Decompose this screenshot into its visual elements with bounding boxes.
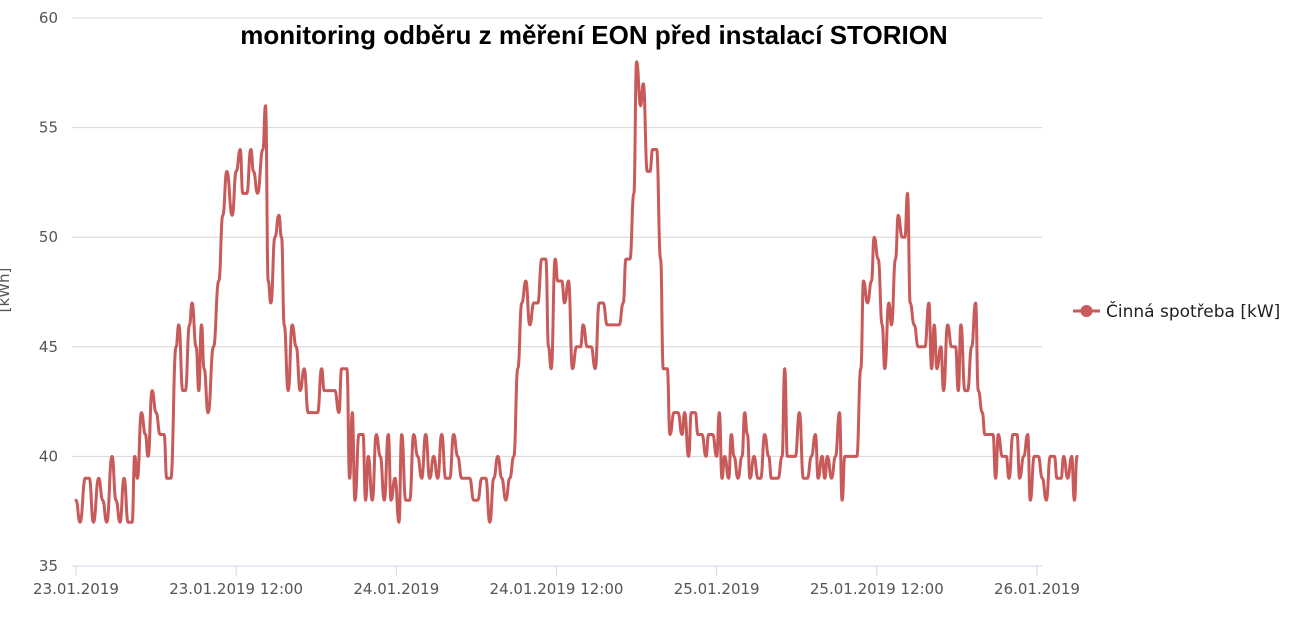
legend[interactable]: Činná spotřeba [kW]: [1073, 300, 1280, 322]
x-tick-label: 26.01.2019: [994, 580, 1080, 598]
series-layer: [74, 60, 1079, 524]
x-tick-label: 23.01.2019: [33, 580, 119, 598]
legend-label: Činná spotřeba [kW]: [1106, 300, 1280, 322]
y-tick-label: 60: [39, 9, 58, 27]
y-axis-label: [kWh]: [0, 268, 13, 313]
y-axis-ticks: 35 40 45 50 55 60: [39, 9, 58, 575]
y-tick-label: 45: [39, 338, 58, 356]
chart-title: monitoring odběru z měření EON před inst…: [240, 20, 947, 50]
x-axis: 23.01.2019 23.01.2019 12:00 24.01.2019 24.0…: [33, 565, 1080, 598]
y-tick-label: 35: [39, 557, 58, 575]
legend-marker-icon: [1080, 305, 1093, 317]
x-tick-label: 25.01.2019 12:00: [810, 580, 944, 598]
y-tick-label: 50: [39, 228, 58, 246]
x-tick-label: 24.01.2019: [353, 580, 439, 598]
x-tick-label: 25.01.2019: [674, 580, 760, 598]
y-tick-label: 40: [39, 447, 58, 465]
x-tick-label: 24.01.2019 12:00: [490, 580, 624, 598]
series-line: [74, 60, 1079, 524]
y-tick-label: 55: [39, 119, 58, 137]
x-tick-label: 23.01.2019 12:00: [169, 580, 303, 598]
